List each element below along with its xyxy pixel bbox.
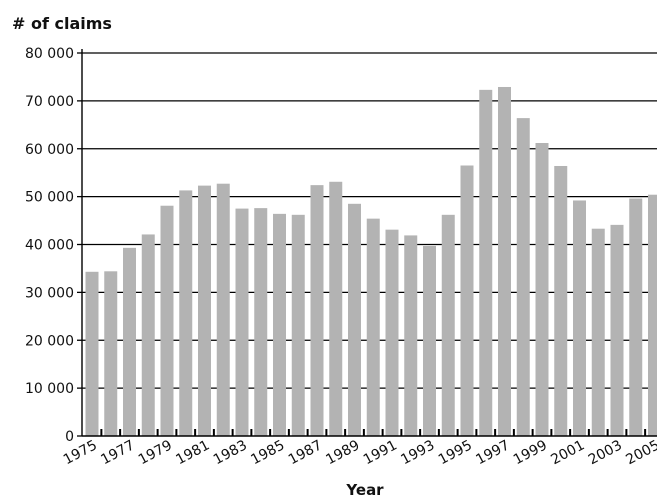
bar [460, 165, 474, 436]
y-tick-label: 20 000 [25, 333, 74, 349]
x-tick-label: 1983 [211, 437, 250, 468]
y-tick-label: 30 000 [25, 285, 74, 301]
bar [348, 203, 361, 436]
x-tick-label: 1993 [398, 437, 437, 468]
x-tick-label: 1999 [511, 437, 550, 468]
x-tick-label: 2003 [586, 437, 625, 468]
bar [141, 234, 155, 436]
y-tick-label: 40 000 [25, 238, 74, 254]
x-tick-label: 1995 [436, 437, 475, 468]
y-tick-label: 60 000 [25, 142, 74, 158]
bar [85, 271, 99, 436]
bar [479, 89, 493, 437]
bar [123, 247, 136, 436]
x-tick-label: 1987 [286, 437, 325, 468]
bar [216, 183, 230, 436]
bar [254, 208, 268, 436]
bar [235, 208, 249, 436]
x-tick-label: 1991 [361, 437, 400, 468]
bar [310, 185, 324, 436]
x-tick-label: 2001 [548, 437, 587, 468]
bar [385, 229, 399, 436]
bar [104, 271, 118, 436]
y-tick-label: 70 000 [25, 94, 74, 110]
bar [591, 228, 605, 436]
bar [366, 218, 380, 436]
x-tick-label: 1989 [323, 437, 362, 468]
bar [291, 214, 305, 436]
bar [441, 214, 455, 436]
bar [404, 235, 418, 436]
x-axis-title: Year [346, 481, 384, 499]
bar [648, 194, 657, 436]
x-tick-label: 1979 [136, 437, 175, 468]
bar [554, 165, 568, 437]
bar [160, 205, 174, 436]
bar [273, 213, 286, 436]
y-tick-label: 10 000 [25, 381, 74, 397]
bar [629, 198, 643, 436]
y-tick-label: 80 000 [25, 46, 74, 62]
bar [329, 181, 343, 436]
bar [573, 200, 586, 436]
bar [535, 143, 549, 436]
x-tick-label: 1977 [98, 437, 137, 468]
bar [179, 190, 193, 436]
bar [498, 86, 511, 437]
bar [423, 245, 436, 436]
y-axis-title: # of claims [12, 14, 112, 33]
y-tick-label: 0 [65, 429, 74, 445]
bar [198, 185, 211, 436]
x-tick-label: 1981 [173, 437, 212, 468]
bar [610, 224, 624, 436]
x-tick-label: 1985 [248, 437, 287, 468]
y-tick-label: 50 000 [25, 190, 74, 206]
x-tick-label: 2005 [623, 437, 657, 468]
x-tick-label: 1997 [473, 437, 512, 468]
bar [516, 118, 530, 437]
